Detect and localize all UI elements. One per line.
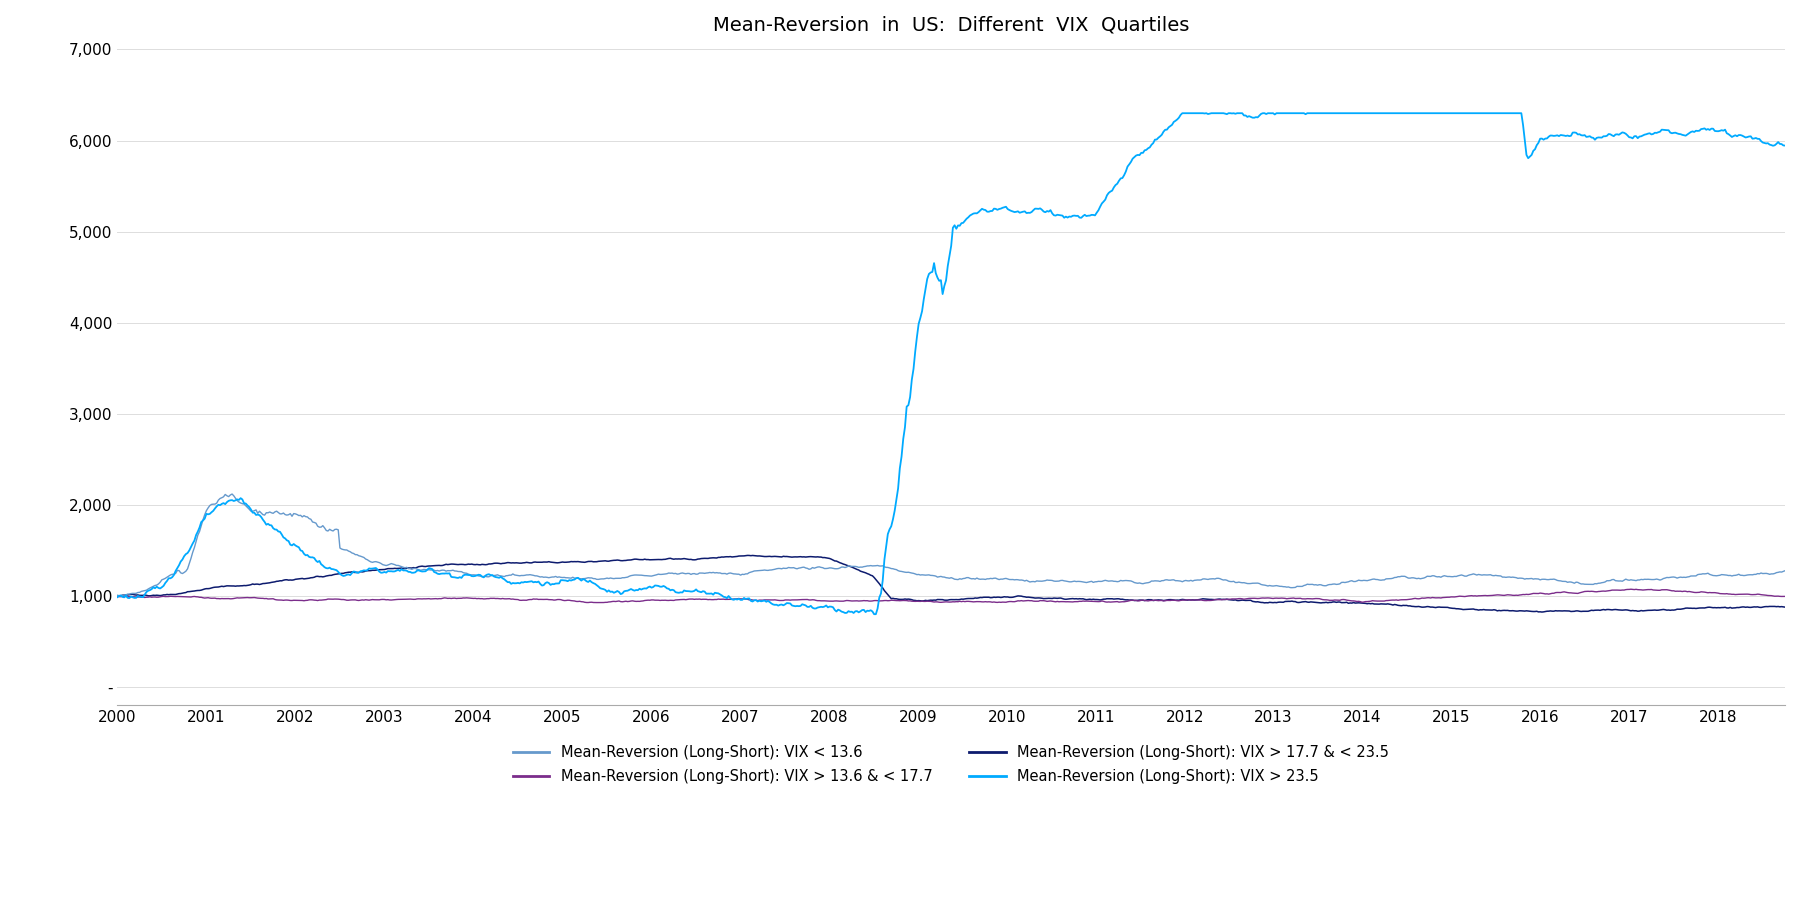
Title: Mean-Reversion  in  US:  Different  VIX  Quartiles: Mean-Reversion in US: Different VIX Quar…: [713, 15, 1190, 34]
Legend: Mean-Reversion (Long-Short): VIX < 13.6, Mean-Reversion (Long-Short): VIX > 13.6: Mean-Reversion (Long-Short): VIX < 13.6,…: [508, 740, 1395, 790]
